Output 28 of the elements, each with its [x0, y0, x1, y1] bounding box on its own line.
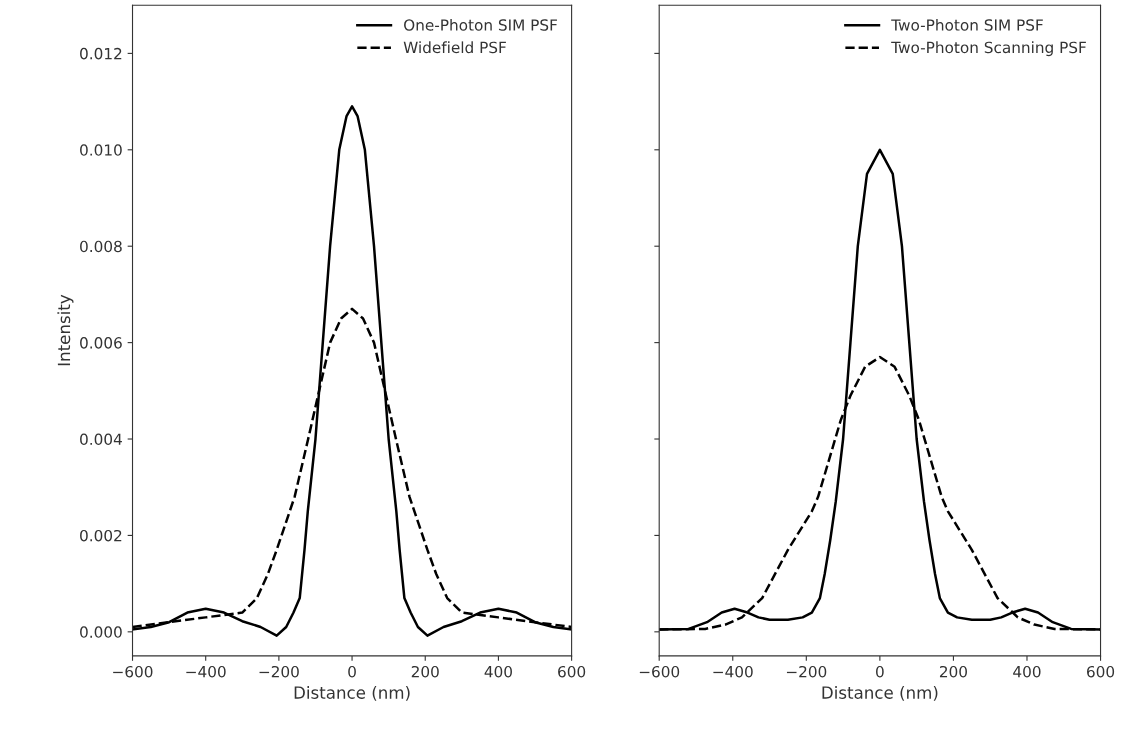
y-tick-label: 0.010 [80, 144, 122, 156]
y-axis-title: Intensity [57, 294, 74, 366]
legend-label: Widefield PSF [403, 41, 506, 54]
x-tick-label: −200 [786, 665, 827, 678]
x-tick-label: 600 [1087, 665, 1115, 678]
x-axis-title: Distance (nm) [822, 685, 938, 701]
x-tick-label: −600 [639, 665, 680, 678]
y-tick-label: 0.000 [80, 626, 122, 638]
y-tick-label: 0.004 [80, 433, 122, 446]
y-tick-label: 0.002 [80, 529, 122, 542]
x-tick-label: 400 [484, 665, 512, 678]
x-tick-label: −200 [259, 665, 299, 678]
x-tick-label: 200 [411, 665, 439, 678]
x-axis-title: Distance (nm) [294, 685, 410, 701]
y-tick-label: 0.008 [80, 240, 122, 253]
y-tick-label: 0.006 [80, 337, 122, 349]
x-tick-label: 200 [939, 665, 967, 678]
x-tick-label: 400 [1013, 665, 1041, 678]
x-tick-label: 600 [558, 665, 586, 678]
x-tick-label: −400 [713, 665, 753, 678]
x-tick-label: 0 [348, 665, 356, 678]
legend-label: Two-Photon Scanning PSF [891, 41, 1086, 57]
x-tick-label: −600 [113, 665, 153, 678]
legend-label: Two-Photon SIM PSF [891, 18, 1043, 31]
legend-label: One-Photon SIM PSF [404, 18, 557, 31]
y-tick-label: 0.012 [80, 47, 122, 60]
x-tick-label: −400 [186, 665, 226, 678]
x-tick-label: 0 [876, 665, 884, 678]
